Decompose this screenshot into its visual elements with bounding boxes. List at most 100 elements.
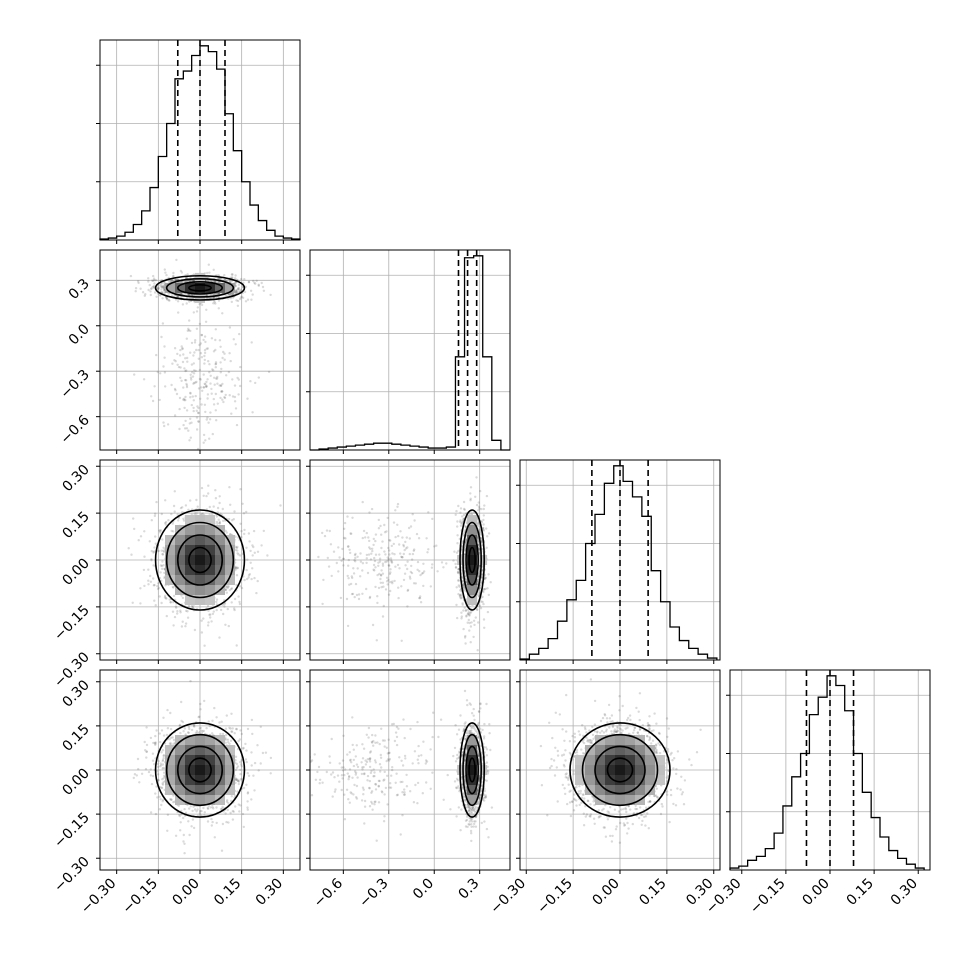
scatter-point — [167, 519, 170, 522]
scatter-point — [223, 396, 226, 399]
scatter-point — [246, 298, 250, 301]
scatter-point — [425, 537, 428, 540]
scatter-point — [482, 526, 485, 530]
scatter-point — [460, 615, 463, 618]
scatter-point — [462, 518, 465, 521]
scatter-point — [396, 523, 399, 526]
scatter-point — [476, 578, 480, 581]
scatter-point — [171, 522, 174, 525]
scatter-point — [228, 293, 231, 296]
scatter-point — [216, 375, 219, 379]
scatter-point — [156, 370, 159, 374]
scatter-point — [467, 618, 470, 622]
scatter-point — [487, 573, 490, 576]
scatter-point — [460, 595, 464, 598]
scatter-point — [201, 512, 205, 515]
scatter-point — [247, 576, 250, 579]
scatter-point — [461, 602, 464, 605]
scatter-point — [237, 288, 241, 291]
scatter-point — [410, 564, 413, 568]
scatter-point — [406, 588, 410, 592]
scatter-point — [260, 544, 263, 547]
scatter-point — [454, 513, 457, 516]
scatter-point — [208, 505, 211, 509]
scatter-point — [183, 397, 186, 400]
scatter-point — [195, 310, 199, 313]
scatter-point — [464, 539, 468, 542]
scatter-point — [256, 579, 259, 583]
scatter-point — [174, 278, 177, 281]
scatter-point — [462, 584, 466, 588]
scatter-point — [194, 369, 197, 372]
scatter-point — [131, 601, 134, 604]
scatter-point — [422, 584, 425, 588]
scatter-point — [170, 294, 174, 297]
histogram-step-line — [310, 255, 510, 451]
scatter-point — [161, 553, 165, 556]
scatter-point — [184, 419, 187, 423]
scatter-point — [149, 287, 153, 290]
scatter-point — [144, 749, 147, 752]
scatter-point — [219, 396, 222, 400]
scatter-point — [185, 384, 189, 387]
scatter-point — [200, 631, 204, 634]
scatter-point — [356, 567, 359, 570]
scatter-point — [337, 570, 340, 573]
scatter-point — [237, 287, 240, 291]
scatter-point — [246, 800, 249, 803]
scatter-point — [181, 506, 184, 509]
scatter-point — [372, 537, 375, 541]
scatter-point — [457, 549, 460, 553]
scatter-point — [234, 274, 237, 277]
scatter-point — [255, 469, 257, 471]
scatter-point — [218, 521, 221, 525]
scatter-point — [174, 360, 177, 363]
scatter-point — [161, 322, 165, 325]
density-bin — [457, 555, 468, 565]
scatter-point — [165, 296, 168, 299]
scatter-point — [153, 599, 156, 602]
scatter-point — [252, 774, 255, 777]
scatter-point — [254, 282, 257, 285]
scatter-point — [460, 522, 463, 525]
density-bin — [185, 525, 195, 535]
scatter-point — [389, 557, 393, 560]
panel-2-2 — [516, 459, 721, 664]
scatter-point — [179, 506, 183, 510]
scatter-point — [231, 519, 234, 522]
scatter-point — [409, 525, 413, 528]
density-bin — [195, 585, 205, 595]
scatter-point — [317, 555, 320, 559]
scatter-point — [414, 582, 417, 585]
scatter-point — [261, 285, 265, 289]
scatter-point — [201, 389, 204, 392]
scatter-point — [197, 420, 200, 423]
scatter-point — [245, 546, 248, 549]
scatter-point — [216, 402, 219, 405]
scatter-point — [192, 354, 195, 357]
scatter-point — [200, 809, 203, 813]
scatter-point — [152, 564, 155, 567]
scatter-point — [199, 726, 202, 730]
scatter-point — [457, 584, 460, 587]
scatter-point — [164, 594, 167, 597]
scatter-point — [242, 786, 246, 790]
scatter-point — [392, 521, 396, 524]
scatter-point — [247, 281, 251, 284]
scatter-point — [474, 616, 477, 619]
scatter-point — [223, 358, 226, 361]
scatter-point — [380, 586, 383, 589]
scatter-point — [365, 531, 368, 535]
panel-content — [129, 258, 272, 471]
scatter-point — [224, 623, 227, 626]
scatter-point — [198, 302, 201, 306]
scatter-point — [482, 518, 485, 522]
scatter-point — [212, 403, 216, 406]
scatter-point — [137, 281, 140, 285]
scatter-point — [257, 283, 260, 286]
scatter-point — [460, 611, 463, 614]
scatter-point — [475, 503, 479, 507]
scatter-point — [356, 555, 359, 558]
scatter-point — [402, 545, 406, 548]
scatter-point — [158, 595, 161, 598]
